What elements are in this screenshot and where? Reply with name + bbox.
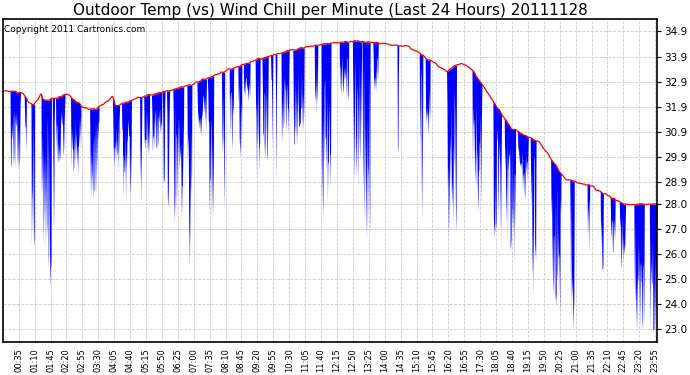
Title: Outdoor Temp (vs) Wind Chill per Minute (Last 24 Hours) 20111128: Outdoor Temp (vs) Wind Chill per Minute … bbox=[72, 3, 587, 18]
Text: Copyright 2011 Cartronics.com: Copyright 2011 Cartronics.com bbox=[4, 26, 146, 34]
